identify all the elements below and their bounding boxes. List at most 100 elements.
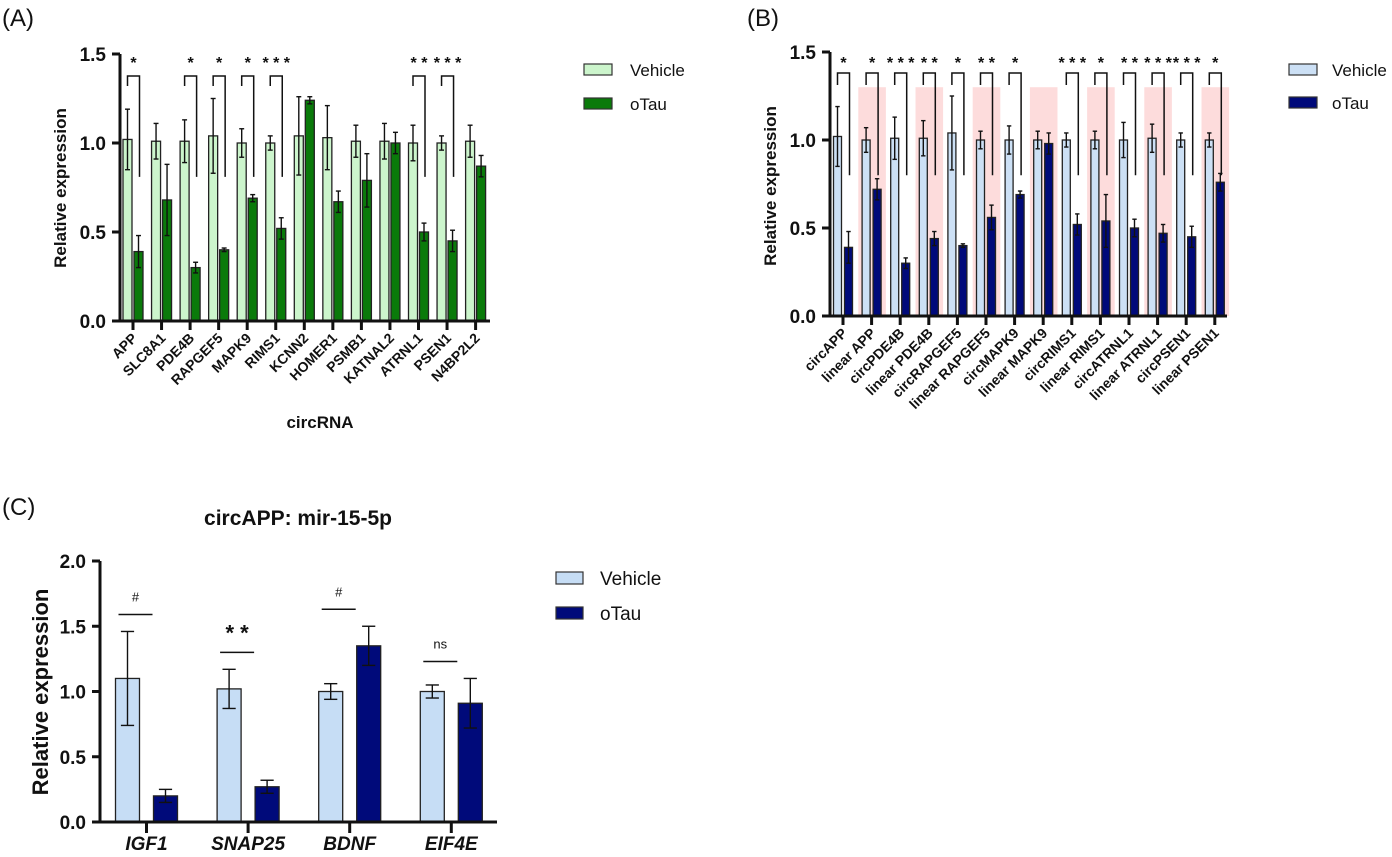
significance-bracket (1151, 72, 1165, 176)
bar-vehicle (1033, 139, 1043, 317)
significance-bracket (240, 75, 255, 177)
legend-swatch-otau-b (1288, 96, 1318, 109)
bar-otau (1015, 193, 1025, 317)
significance-label: * * * (887, 55, 915, 72)
significance-label: * * (921, 55, 939, 72)
significance-bracket (1179, 72, 1194, 176)
y-tick-label: 0.5 (80, 223, 107, 244)
legend-b: Vehicle oTau (1288, 61, 1387, 113)
bar-otau (1044, 142, 1054, 317)
significance-label: * (955, 55, 962, 72)
y-tick-label: 0.0 (790, 307, 816, 328)
bar-vehicle (318, 690, 344, 823)
legend-swatch-otau-a (583, 97, 613, 110)
panel-b: (B) * * * * * * * * * * * * * * * * * * * * * * * * … (747, 5, 1387, 412)
bar-otau (1215, 181, 1225, 317)
y-axis-title-b: Relative expression (761, 106, 780, 266)
y-tick-label: 0.0 (80, 312, 106, 333)
y-axis-title-c: Relative expression (28, 589, 53, 796)
significance-bracket (440, 75, 455, 177)
y-tick-label: 1.0 (60, 683, 86, 704)
legend-label-vehicle-c: Vehicle (600, 569, 661, 590)
panel-a: (A) * * * * * * * * * * * * APPSLC8A1PDE4BRAPG… (2, 5, 685, 432)
significance-bracket (1065, 72, 1080, 176)
significance-bracket (979, 72, 994, 176)
bar-vehicle (890, 137, 900, 317)
y-axis-title-a: Relative expression (51, 108, 70, 268)
bar-vehicle (419, 690, 445, 823)
legend-swatch-vehicle-b (1288, 63, 1318, 76)
significance-bracket (951, 72, 965, 176)
significance-label: * (216, 55, 223, 72)
chart-title-c: circAPP: mir-15-5p (204, 507, 392, 530)
significance-label: # (132, 590, 140, 605)
bar-vehicle (150, 140, 162, 322)
significance-bracket (1008, 72, 1022, 176)
significance-bracket (836, 72, 851, 176)
bar-vehicle (1090, 139, 1100, 317)
panel-label-c: (C) (2, 494, 35, 521)
bar-otau (418, 231, 430, 322)
significance-bracket (183, 75, 198, 177)
panel-c: (C) circAPP: mir-15-5p # * * # ns IGF1 SNAP2… (2, 494, 661, 855)
bar-otau (276, 227, 287, 322)
significance-label: * (869, 55, 876, 72)
significance-label: # (335, 584, 343, 599)
legend-c: Vehicle oTau (555, 569, 661, 625)
bar-otau (304, 99, 315, 322)
significance-label: * * (411, 55, 429, 72)
x-tick-label: EIF4E (425, 834, 479, 855)
significance-label: * * * (1144, 55, 1172, 72)
legend-swatch-otau-c (555, 606, 584, 620)
legend-label-vehicle-b: Vehicle (1332, 61, 1387, 80)
bar-vehicle (918, 137, 928, 317)
bar-vehicle (179, 140, 190, 322)
x-tick-label: IGF1 (125, 834, 167, 855)
bar-otau (929, 237, 939, 317)
y-tick-label: 0.5 (60, 748, 87, 769)
legend-label-vehicle-a: Vehicle (630, 61, 685, 80)
significance-label: * (1098, 55, 1105, 72)
bar-vehicle (236, 142, 247, 322)
y-tick-label: 1.5 (60, 617, 87, 638)
legend-label-otau-c: oTau (600, 604, 641, 625)
bar-vehicle (975, 139, 986, 317)
bar-otau (1158, 232, 1168, 317)
significance-bracket (865, 72, 879, 176)
legend-swatch-vehicle-a (583, 63, 613, 76)
bar-vehicle (1004, 139, 1014, 317)
bar-vehicle (1204, 139, 1214, 317)
y-tick-label: 0.0 (60, 813, 86, 834)
y-tick-label: 0.5 (790, 219, 817, 240)
bar-vehicle (350, 140, 362, 322)
significance-label: * * * (1173, 55, 1201, 72)
bar-otau (390, 142, 401, 322)
bar-otau (356, 645, 382, 823)
bar-otau (218, 249, 230, 322)
bar-vehicle (1061, 139, 1071, 317)
y-tick-label: 1.0 (80, 134, 106, 155)
significance-label: * (1012, 55, 1019, 72)
legend-swatch-vehicle-c (555, 571, 584, 585)
significance-label: * (130, 55, 137, 72)
bar-otau (447, 240, 458, 322)
significance-bracket (1094, 72, 1108, 176)
bar-otau (958, 244, 968, 317)
bar-otau (333, 201, 344, 322)
legend-label-otau-b: oTau (1332, 94, 1369, 113)
y-tick-label: 2.0 (60, 552, 86, 573)
legend-a: Vehicle oTau (583, 61, 685, 114)
bar-vehicle (436, 142, 447, 322)
significance-label: * * (1121, 55, 1139, 72)
y-tick-label: 1.0 (790, 131, 816, 152)
significance-bracket (1208, 72, 1223, 176)
bar-otau (1129, 227, 1140, 317)
significance-label: * * * (1059, 55, 1087, 72)
bar-vehicle (407, 142, 419, 322)
bar-vehicle (1147, 137, 1157, 317)
significance-label: ns (433, 636, 447, 651)
significance-bracket (212, 75, 226, 177)
significance-bracket (412, 75, 426, 177)
significance-bracket (126, 75, 141, 177)
